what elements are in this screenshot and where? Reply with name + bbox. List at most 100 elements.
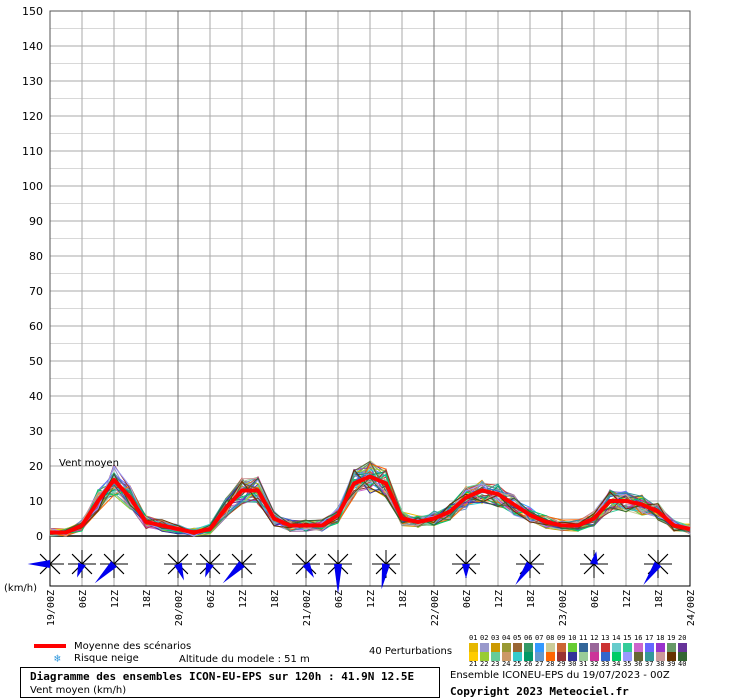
perturbation-number: 08 (546, 634, 555, 642)
wind-rose (452, 550, 480, 579)
x-tick-label: 12Z (366, 590, 377, 608)
perturbation-number: 12 (590, 634, 599, 642)
perturbation-swatch (579, 643, 588, 652)
perturbation-number: 03 (491, 634, 500, 642)
perturbation-swatch (469, 652, 478, 661)
wind-rose-wedge (462, 564, 470, 579)
perturbation-swatch (656, 652, 665, 661)
wind-rose-wedge (381, 563, 390, 590)
perturbation-number: 27 (535, 660, 544, 668)
perturbation-number: 19 (667, 634, 676, 642)
perturbation-number: 14 (612, 634, 621, 642)
perturbations-label: 40 Perturbations (369, 646, 453, 657)
wind-rose (324, 550, 352, 595)
perturbation-number: 11 (579, 634, 588, 642)
perturbation-swatch (513, 643, 522, 652)
wind-rose-wedge (334, 564, 342, 595)
perturbation-swatch (502, 652, 511, 661)
y-tick-label: 20 (29, 460, 43, 473)
y-tick-label: 40 (29, 390, 43, 403)
x-tick-label: 18Z (270, 590, 281, 608)
wind-rose (27, 550, 64, 578)
perturbation-swatch (491, 652, 500, 661)
perturbation-swatch (623, 652, 632, 661)
perturbation-swatch (579, 652, 588, 661)
x-tick-label: 21/00Z (302, 590, 313, 626)
wind-rose (643, 550, 672, 585)
y-tick-label: 130 (22, 75, 43, 88)
wind-rose-wedge (643, 561, 662, 585)
wind-rose (196, 550, 224, 578)
x-tick-label: 06Z (334, 590, 345, 608)
y-tick-label: 80 (29, 250, 43, 263)
y-tick-label: 30 (29, 425, 43, 438)
x-tick-label: 06Z (590, 590, 601, 608)
x-tick-label: 12Z (494, 590, 505, 608)
perturbation-swatch (535, 643, 544, 652)
y-tick-label: 100 (22, 180, 43, 193)
chart-grid (49, 10, 691, 587)
x-tick-label: 12Z (622, 590, 633, 608)
wind-rose-wedge (515, 561, 534, 585)
legend-mean-swatch (34, 644, 66, 648)
perturbation-number: 28 (546, 660, 555, 668)
y-tick-label: 60 (29, 320, 43, 333)
perturbation-swatch (678, 643, 687, 652)
x-tick-label: 22/00Z (430, 590, 441, 626)
perturbation-swatch (469, 643, 478, 652)
y-tick-label: 10 (29, 495, 43, 508)
y-tick-label: 150 (22, 5, 43, 18)
perturbation-number: 34 (612, 660, 621, 668)
perturbation-number: 06 (524, 634, 533, 642)
perturbation-swatch (546, 643, 555, 652)
perturbation-number: 33 (601, 660, 610, 668)
chart-title: Diagramme des ensembles ICON-EU-EPS sur … (30, 670, 415, 683)
perturbation-swatch (513, 652, 522, 661)
perturbation-number: 13 (601, 634, 610, 642)
x-tick-label: 23/00Z (558, 590, 569, 626)
x-tick-label: 12Z (110, 590, 121, 608)
perturbation-number: 32 (590, 660, 599, 668)
y-tick-label: 110 (22, 145, 43, 158)
wind-rose-wedge (302, 562, 314, 578)
series-label-vent-moyen: Vent moyen (59, 458, 119, 469)
perturbation-swatch (590, 652, 599, 661)
perturbation-number: 05 (513, 634, 522, 642)
perturbation-swatch (491, 643, 500, 652)
perturbation-number: 35 (623, 660, 632, 668)
perturbation-swatch (601, 652, 610, 661)
snowflake-icon: ❄ (54, 652, 61, 665)
wind-rose (94, 550, 128, 584)
x-axis-labels: 19/00Z 06Z 12Z 18Z 20/00Z 06Z 12Z 18Z 21/00Z 06Z 1… (46, 590, 697, 626)
perturbation-number: 02 (480, 634, 489, 642)
perturbation-number: 24 (502, 660, 511, 668)
x-tick-label: 06Z (462, 590, 473, 608)
wind-rose (164, 550, 192, 581)
perturbation-swatch (524, 652, 533, 661)
wind-rose-wedge (94, 561, 117, 584)
perturbation-number: 20 (678, 634, 687, 642)
wind-rose (580, 550, 608, 578)
chart-subtitle: Vent moyen (km/h) (30, 685, 127, 696)
perturbation-number: 29 (557, 660, 566, 668)
perturbation-swatch (667, 643, 676, 652)
y-tick-label: 140 (22, 40, 43, 53)
perturbation-swatch (645, 652, 654, 661)
run-info: Ensemble ICONEU-EPS du 19/07/2023 - 00Z (450, 670, 670, 681)
perturbation-swatch (557, 652, 566, 661)
wind-rose-strip (27, 550, 672, 595)
x-tick-label: 18Z (142, 590, 153, 608)
mean-line (50, 474, 691, 535)
perturbation-number: 07 (535, 634, 544, 642)
perturbation-number: 31 (579, 660, 588, 668)
y-tick-label: 120 (22, 110, 43, 123)
perturbation-number: 18 (656, 634, 665, 642)
perturbation-swatch (612, 643, 621, 652)
perturbation-swatch (634, 643, 643, 652)
perturbation-number: 30 (568, 660, 577, 668)
x-tick-label: 20/00Z (174, 590, 185, 626)
wind-rose-wedge (205, 562, 214, 578)
perturbation-number: 17 (645, 634, 654, 642)
x-tick-label: 18Z (398, 590, 409, 608)
perturbation-swatch (656, 643, 665, 652)
